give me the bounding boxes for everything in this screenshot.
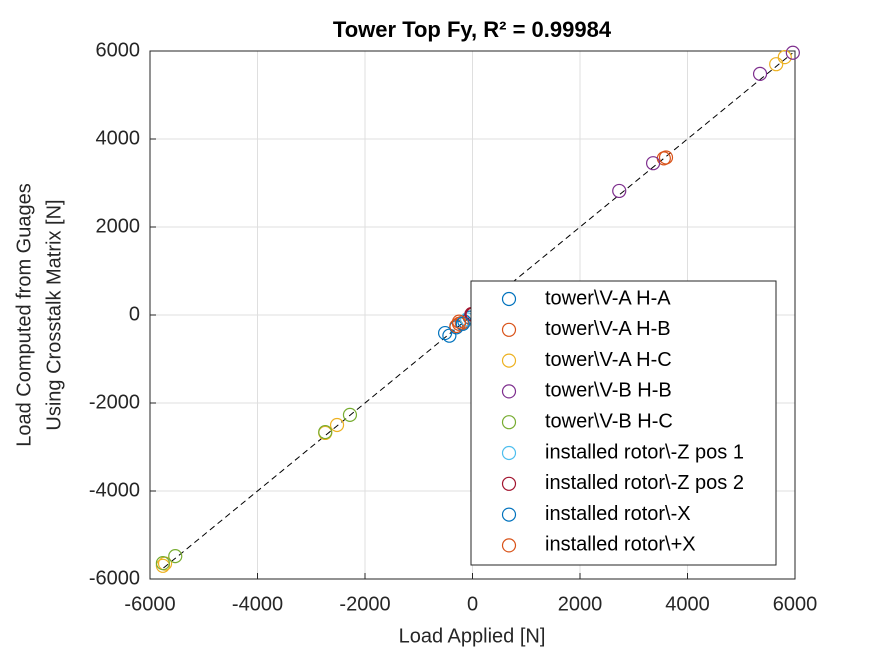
legend-marker (501, 291, 517, 307)
legend-marker (501, 415, 517, 430)
point (342, 407, 358, 422)
x-tick-label: 6000 (773, 593, 818, 615)
point (168, 549, 183, 564)
point (451, 314, 467, 329)
legend-marker (501, 322, 517, 337)
legend-marker (501, 538, 517, 553)
y-tick-label: 2000 (96, 215, 141, 237)
legend-marker (501, 384, 517, 399)
y-tick-label: -2000 (89, 391, 140, 413)
point (329, 417, 345, 433)
point (645, 156, 661, 171)
legend-label: tower\V-B H-C (545, 410, 673, 432)
point (155, 556, 170, 571)
legend-label: tower\V-A H-A (545, 287, 671, 309)
legend-label: tower\V-B H-B (545, 380, 672, 402)
legend-label: installed rotor\-X (545, 503, 691, 525)
chart-title: Tower Top Fy, R² = 0.99984 (333, 17, 612, 42)
point (658, 150, 674, 165)
legend-label: installed rotor\+X (545, 534, 696, 556)
y-tick-label: -6000 (89, 567, 140, 589)
x-tick-label: 2000 (558, 593, 603, 615)
x-tick-label: 0 (467, 593, 478, 615)
x-tick-label: 4000 (665, 593, 710, 615)
legend-label: installed rotor\-Z pos 1 (545, 441, 744, 463)
x-tick-label: -6000 (124, 593, 175, 615)
legend-marker (501, 476, 517, 491)
y-tick-label: 6000 (96, 39, 141, 61)
legend-label: tower\V-A H-C (545, 349, 672, 371)
x-axis-label: Load Applied [N] (399, 625, 546, 647)
y-tick-label: 0 (129, 303, 140, 325)
point (752, 66, 768, 81)
point (437, 325, 453, 341)
legend-label: installed rotor\-Z pos 2 (545, 472, 744, 494)
point (442, 328, 457, 343)
point (612, 183, 627, 199)
point (785, 45, 800, 60)
legend-marker (501, 507, 517, 522)
legend-marker (501, 445, 517, 461)
point (777, 50, 792, 65)
legend-marker (501, 353, 517, 368)
y-tick-label: 4000 (96, 127, 141, 149)
point (769, 57, 784, 72)
legend-box (470, 280, 777, 566)
y-axis-label: Using Crosstalk Matrix [N] (43, 199, 65, 430)
fit-line (163, 52, 793, 569)
legend-label: tower\V-A H-B (545, 318, 671, 340)
x-tick-label: -2000 (339, 593, 390, 615)
y-axis-label: Load Computed from Guages (13, 183, 35, 447)
x-tick-label: -4000 (232, 593, 283, 615)
point (455, 316, 470, 331)
y-tick-label: -4000 (89, 479, 140, 501)
point (318, 424, 333, 440)
plot-frame (149, 50, 796, 580)
